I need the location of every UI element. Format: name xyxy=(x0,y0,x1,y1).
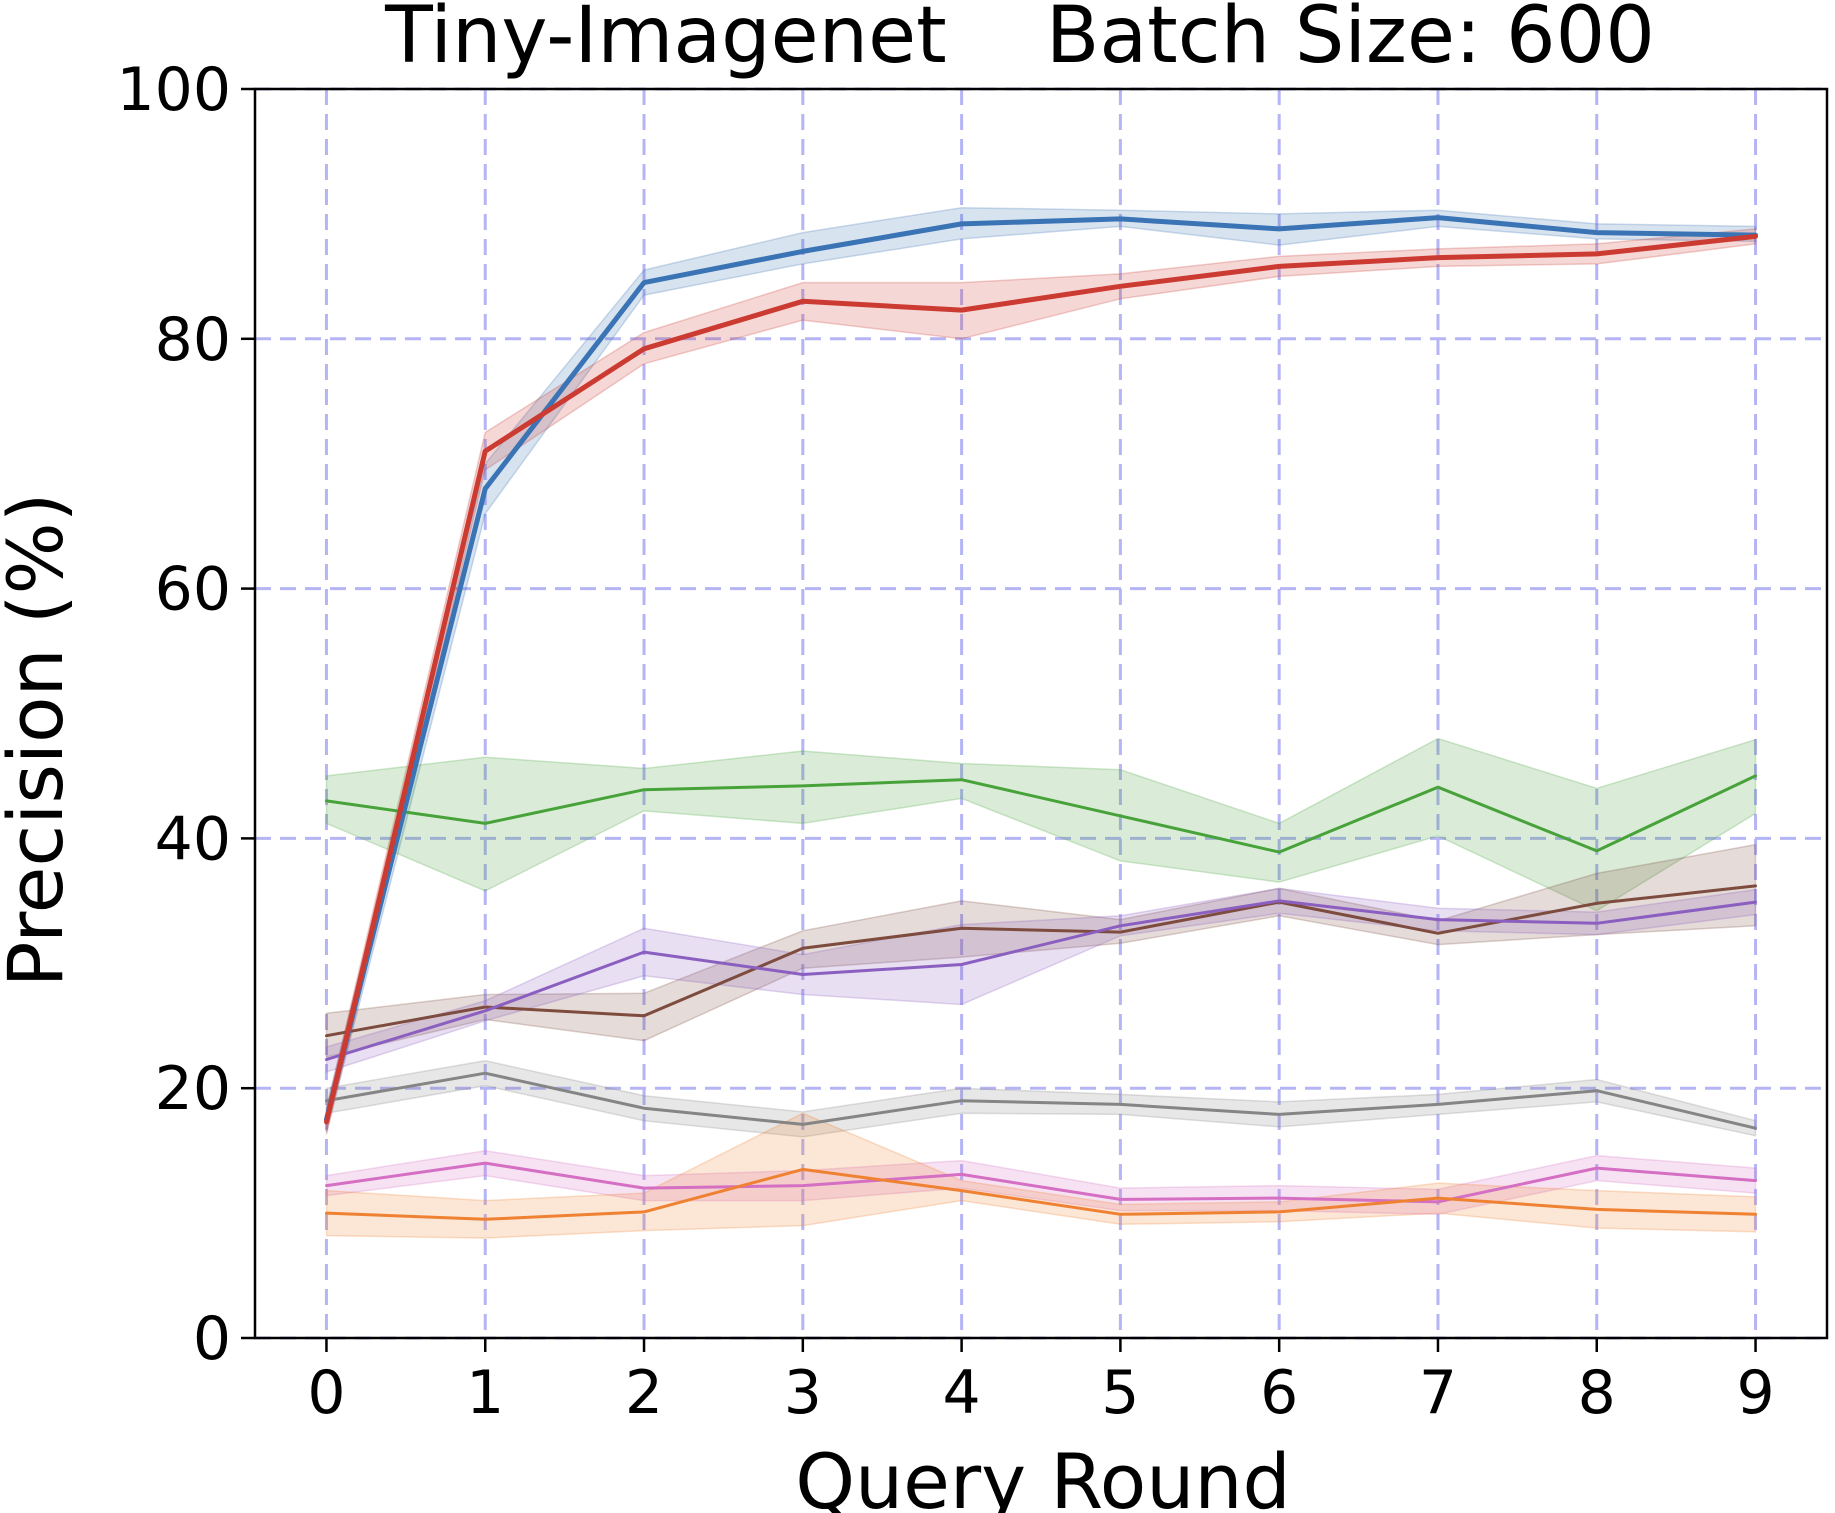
x-tick-label-4: 4 xyxy=(943,1358,981,1428)
series-4-line xyxy=(325,884,1757,1038)
y-tick-label-0: 0 xyxy=(193,1304,231,1374)
x-tick-label-3: 3 xyxy=(784,1358,822,1428)
series-1-line xyxy=(324,215,1758,1122)
series-8-line xyxy=(325,1167,1757,1221)
y-tick-label-60: 60 xyxy=(155,555,231,625)
series-5-line xyxy=(325,899,1757,1061)
series-3-line xyxy=(325,774,1757,854)
series-5-band xyxy=(325,887,1757,1074)
grid-lines xyxy=(255,87,1827,1340)
series-2-band xyxy=(325,228,1757,1135)
y-tick-label-20: 20 xyxy=(155,1054,231,1124)
series-7-line xyxy=(325,1161,1757,1204)
x-tick-label-9: 9 xyxy=(1736,1358,1774,1428)
series-1-band xyxy=(325,206,1757,1133)
plot-frame xyxy=(253,87,1829,1340)
chart-title: Tiny-Imagenet Batch Size: 600 xyxy=(384,0,1655,81)
y-axis-label: Precision (%) xyxy=(0,493,80,988)
axes: 0 1 2 3 4 5 6 7 8 9 0 20 40 60 80 100 xyxy=(116,55,1829,1428)
series-6-band xyxy=(325,1059,1757,1138)
series-2-line xyxy=(324,233,1758,1125)
x-tick-label-6: 6 xyxy=(1260,1358,1298,1428)
y-tick-label-100: 100 xyxy=(116,55,231,125)
series-4-band xyxy=(325,843,1757,1058)
y-tick-label-80: 80 xyxy=(155,305,231,375)
x-tick-label-1: 1 xyxy=(466,1358,504,1428)
x-tick-label-0: 0 xyxy=(307,1358,345,1428)
series-lines xyxy=(324,215,1758,1221)
confidence-bands xyxy=(325,206,1757,1239)
series-3-band xyxy=(325,737,1757,912)
x-axis-label: Query Round xyxy=(795,1437,1291,1513)
series-8-band xyxy=(325,1112,1757,1239)
x-tick-label-7: 7 xyxy=(1419,1358,1457,1428)
x-tick-label-2: 2 xyxy=(625,1358,663,1428)
x-tick-label-8: 8 xyxy=(1578,1358,1616,1428)
series-7-band xyxy=(325,1149,1757,1216)
y-tick-label-40: 40 xyxy=(155,804,231,874)
series-6-line xyxy=(325,1071,1757,1130)
x-tick-label-5: 5 xyxy=(1101,1358,1139,1428)
